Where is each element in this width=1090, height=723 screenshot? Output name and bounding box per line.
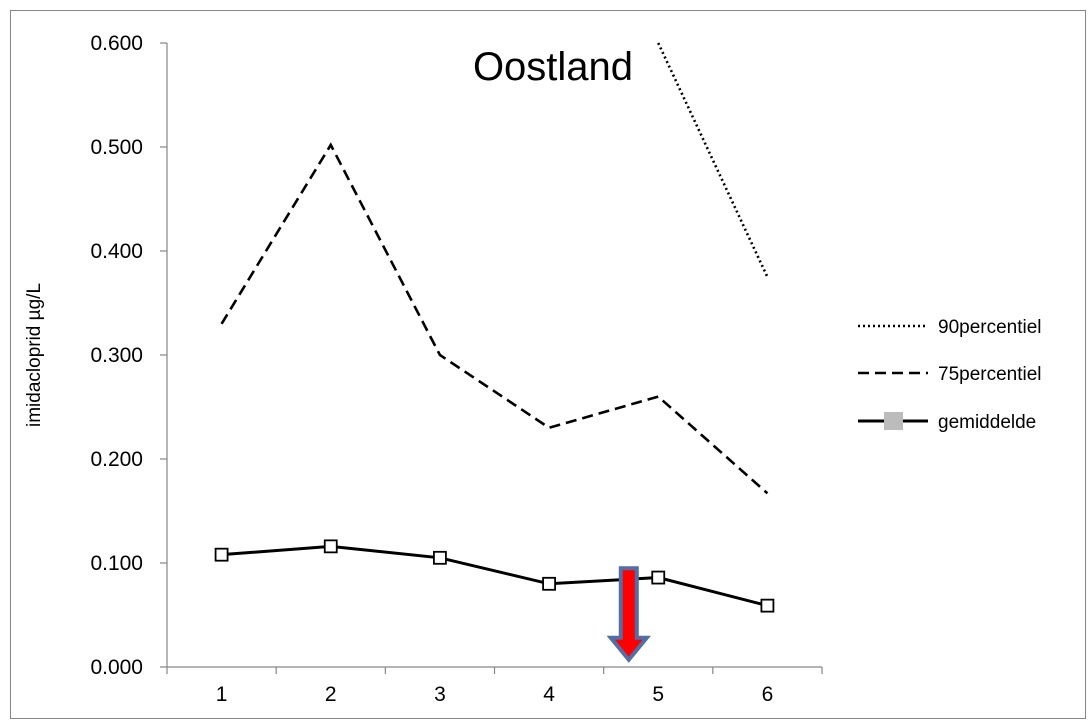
data-point-marker <box>760 598 775 613</box>
x-tick-label: 4 <box>543 683 555 706</box>
legend-label-gemiddelde: gemiddelde <box>938 412 1036 433</box>
legend-label-90percentiel: 90percentiel <box>938 317 1042 338</box>
axes: 0.000 0.100 0.200 0.300 0.400 0.500 0.600 1 2 3 4 5… <box>90 32 823 706</box>
y-tick-label: 0.300 <box>90 344 143 367</box>
x-tick-label: 6 <box>762 683 774 706</box>
data-point-marker <box>323 539 338 554</box>
y-tick-label: 0.600 <box>90 32 143 55</box>
series-line-90percentiel <box>657 42 769 278</box>
legend-marker-gemiddelde <box>884 412 903 430</box>
chart-frame <box>10 10 1086 719</box>
legend: 90percentiel 75percentiel gemiddelde <box>858 317 1042 433</box>
series-line-gemiddelde <box>221 544 768 608</box>
y-tick-label: 0.100 <box>90 552 143 575</box>
x-tick-label: 5 <box>652 683 664 706</box>
chart-title: Oostland <box>473 45 633 89</box>
y-tick-label: 0.200 <box>90 448 143 471</box>
data-point-marker <box>651 570 666 585</box>
series-line-75percentiel <box>220 142 769 495</box>
x-tick-label: 2 <box>325 683 337 706</box>
y-tick-label: 0.500 <box>90 136 143 159</box>
data-point-marker <box>433 550 447 565</box>
down-arrow-annotation <box>606 566 651 663</box>
y-axis-title: imidacloprid µg/L <box>24 283 45 427</box>
x-tick-label: 1 <box>216 683 228 706</box>
y-tick-label: 0.000 <box>90 656 143 679</box>
data-point-marker <box>214 547 229 562</box>
series-layer <box>214 42 775 613</box>
data-point-marker <box>542 576 556 591</box>
y-tick-label: 0.400 <box>90 240 143 263</box>
legend-label-75percentiel: 75percentiel <box>938 364 1042 385</box>
x-tick-label: 3 <box>434 683 446 706</box>
annotation-layer <box>606 566 651 663</box>
